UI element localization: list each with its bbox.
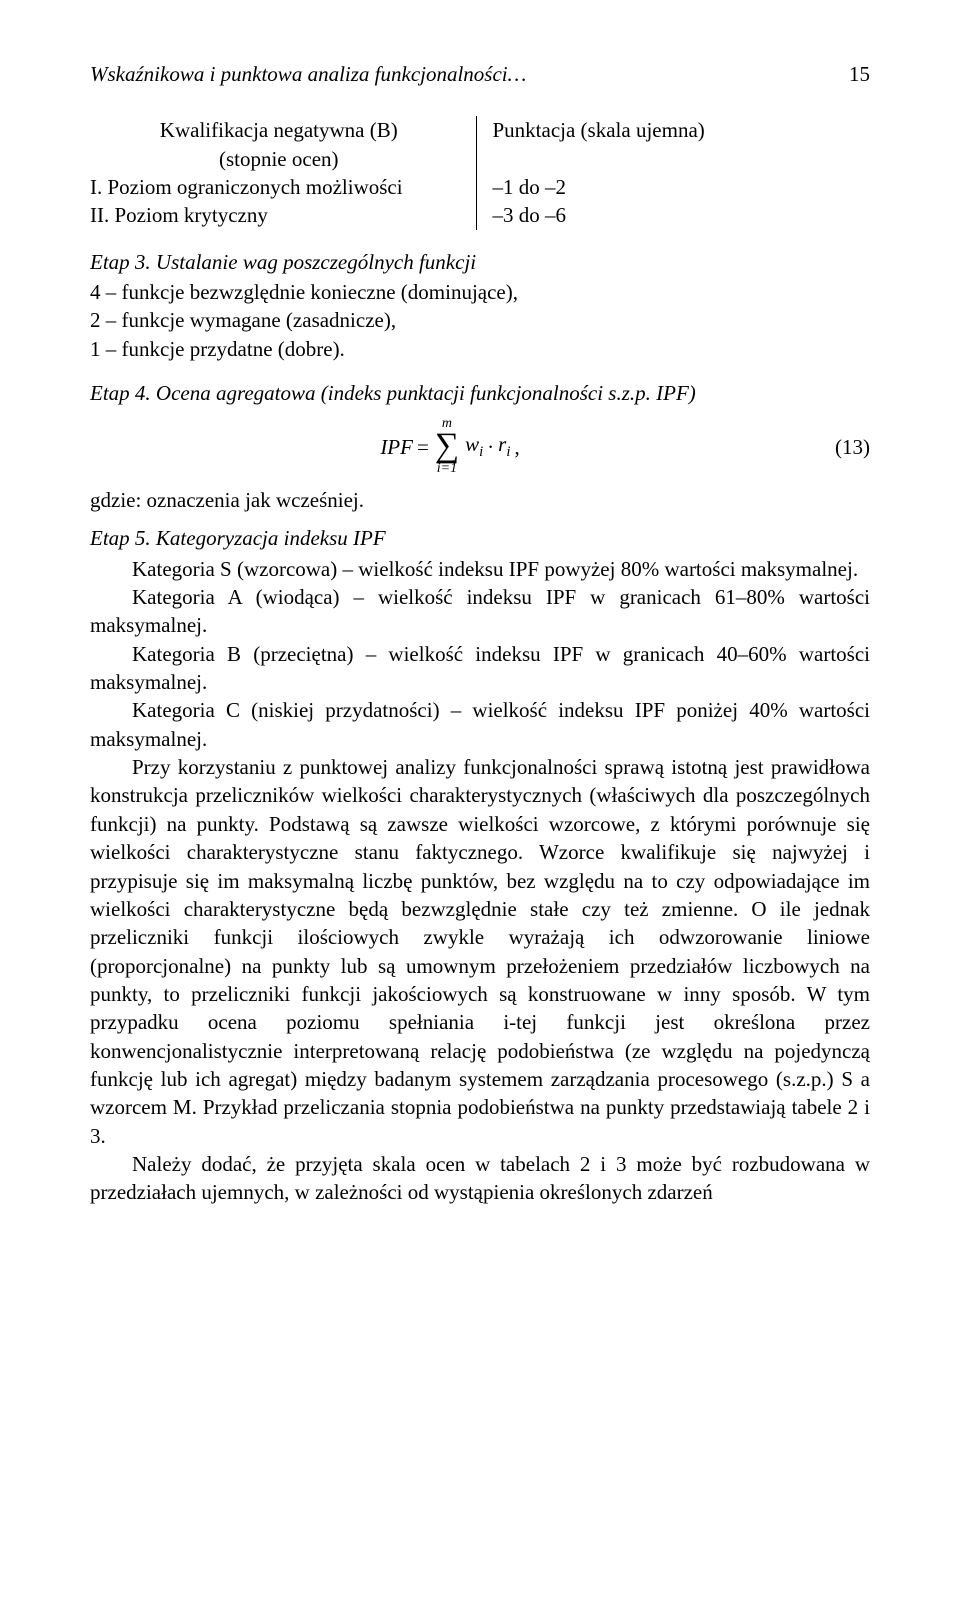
etap3-title: Etap 3. Ustalanie wag poszczególnych fun… bbox=[90, 248, 870, 276]
qual-row-2-left: II. Poziom krytyczny bbox=[90, 201, 468, 229]
etap3-line-3: 1 – funkcje przydatne (dobre). bbox=[90, 335, 870, 363]
qualification-table: Kwalifikacja negatywna (B) (stopnie ocen… bbox=[90, 116, 870, 229]
qual-table-left-head-1: Kwalifikacja negatywna (B) bbox=[90, 116, 468, 144]
etap5-p1: Kategoria S (wzorcowa) – wielkość indeks… bbox=[90, 555, 870, 583]
etap5-p6: Należy dodać, że przyjęta skala ocen w t… bbox=[90, 1150, 870, 1207]
sigma-lower: i=1 bbox=[437, 462, 457, 476]
etap5-p4: Kategoria C (niskiej przydatności) – wie… bbox=[90, 696, 870, 753]
equation-number: (13) bbox=[810, 433, 870, 461]
etap5-p2: Kategoria A (wiodąca) – wielkość indeksu… bbox=[90, 583, 870, 640]
formula-term-w: w bbox=[465, 432, 479, 456]
etap4-title: Etap 4. Ocena agregatowa (indeks punktac… bbox=[90, 379, 870, 407]
etap5-p3: Kategoria B (przeciętna) – wielkość inde… bbox=[90, 640, 870, 697]
equation-13: IPF = m ∑ i=1 wi · ri , (13) bbox=[90, 417, 870, 476]
running-header: Wskaźnikowa i punktowa analiza funkcjona… bbox=[90, 60, 870, 88]
etap3-line-2: 2 – funkcje wymagane (zasadnicze), bbox=[90, 306, 870, 334]
running-title: Wskaźnikowa i punktowa analiza funkcjona… bbox=[90, 60, 526, 88]
qual-row-2-right: –3 do –6 bbox=[493, 201, 871, 229]
qual-table-right-head: Punktacja (skala ujemna) bbox=[493, 116, 871, 144]
qual-row-1-right: –1 do –2 bbox=[493, 173, 871, 201]
formula-dot: · bbox=[487, 433, 494, 461]
qual-table-left-head-2: (stopnie ocen) bbox=[90, 145, 468, 173]
etap4-where: gdzie: oznaczenia jak wcześniej. bbox=[90, 486, 870, 514]
sigma-symbol: m ∑ i=1 bbox=[435, 417, 459, 476]
etap5-p5: Przy korzystaniu z punktowej analizy fun… bbox=[90, 753, 870, 1150]
etap3-list: 4 – funkcje bezwzględnie konieczne (domi… bbox=[90, 278, 870, 363]
page-number: 15 bbox=[849, 60, 870, 88]
etap5-title: Etap 5. Kategoryzacja indeksu IPF bbox=[90, 524, 870, 552]
etap3-line-1: 4 – funkcje bezwzględnie konieczne (domi… bbox=[90, 278, 870, 306]
formula-tail: , bbox=[514, 433, 519, 461]
formula-lhs: IPF bbox=[380, 433, 413, 461]
formula-sub-i-1: i bbox=[479, 444, 483, 460]
qual-row-1-left: I. Poziom ograniczonych możliwości bbox=[90, 173, 468, 201]
formula-sub-i-2: i bbox=[506, 444, 510, 460]
